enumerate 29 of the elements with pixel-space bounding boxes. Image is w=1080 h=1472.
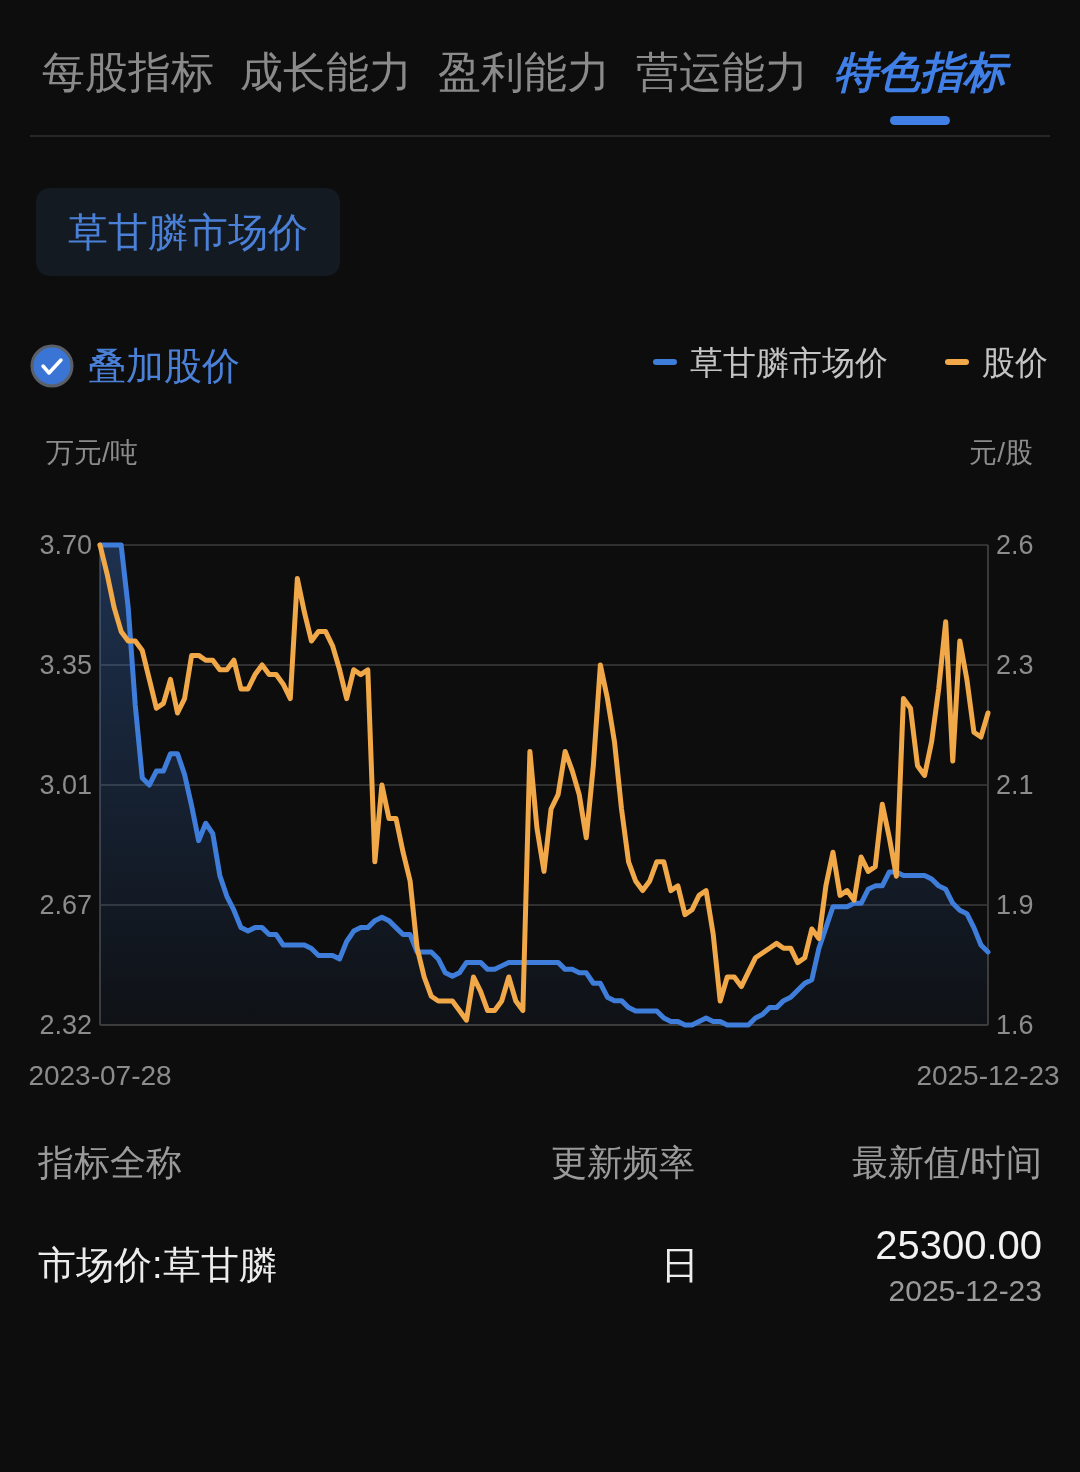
text: 2025-12-23 [888,1273,1042,1307]
chart-title: 草甘膦市场价 [68,210,308,254]
y-tick-label: 3.70 [39,530,92,560]
text: 成长能力 [240,48,412,96]
y-tick-label: 2.67 [39,890,92,920]
y2-tick-label: 2.3 [996,650,1034,680]
legend-label: 草甘膦市场价 [690,343,888,381]
legend-label: 股价 [982,343,1048,381]
text: 营运能力 [636,48,808,96]
text: 特色指标 [834,48,1012,96]
y-axis-title: 万元/吨 [46,436,138,468]
y2-axis-title: 元/股 [969,436,1033,468]
text: 盈利能力 [438,48,610,96]
y-tick-label: 3.35 [39,650,92,680]
text: 指标全称 [37,1141,182,1183]
y-tick-label: 3.01 [39,770,92,800]
text: 叠加股价 [88,345,240,387]
text: 25300.00 [875,1223,1042,1267]
y2-tick-label: 2.1 [996,770,1034,800]
text: 每股指标 [42,48,214,96]
text: 更新频率 [551,1141,695,1183]
y2-tick-label: 1.9 [996,890,1034,920]
text: 最新值/时间 [851,1141,1042,1183]
y-tick-label: 2.32 [39,1010,92,1040]
text: 日 [661,1244,699,1286]
y2-tick-label: 1.6 [996,1010,1034,1040]
y2-tick-label: 2.6 [996,530,1034,560]
text: 市场价:草甘膦 [38,1244,277,1286]
x-tick-label: 2023-07-28 [28,1059,172,1091]
